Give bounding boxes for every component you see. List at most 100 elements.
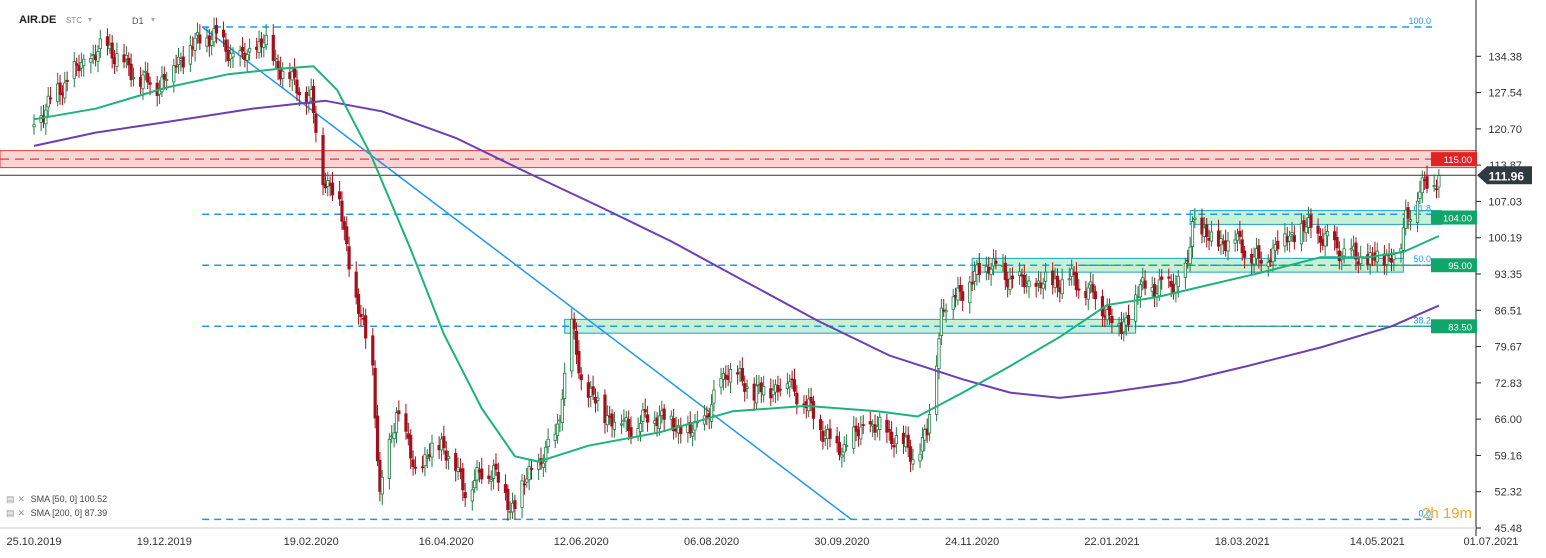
candle-body	[461, 468, 465, 491]
candle-body	[842, 444, 846, 453]
candle-body	[340, 200, 344, 222]
candle-body	[359, 313, 363, 318]
chevron-down-icon[interactable]: ▾	[151, 15, 156, 24]
candle-body	[885, 419, 889, 433]
fibonacci-level-label: 100.0	[1408, 16, 1431, 26]
candle-body	[1302, 220, 1306, 232]
zone-price-tag-bg	[1431, 210, 1477, 225]
layers-icon[interactable]: ▤	[6, 494, 15, 504]
candle-body	[423, 454, 427, 467]
candle-body	[854, 425, 858, 432]
candle-body	[529, 468, 534, 470]
candle-body	[977, 262, 981, 276]
candle-body	[371, 335, 375, 366]
candle-body	[1240, 239, 1244, 254]
candle-body	[221, 29, 226, 38]
candle-body	[1107, 305, 1112, 316]
candle-body	[63, 82, 67, 99]
candle-body	[1299, 223, 1304, 245]
candle-body	[32, 124, 36, 128]
candle-body	[397, 410, 401, 415]
candle-body	[541, 462, 545, 468]
indicator-legend-sma200[interactable]: ▤ ✕ SMA [200, 0] 87.39	[6, 508, 107, 519]
candle-body	[409, 434, 413, 459]
candle-body	[330, 182, 335, 196]
trendline	[201, 26, 852, 521]
candle-body	[1404, 209, 1408, 229]
candle-body	[572, 318, 576, 330]
candle-body	[430, 442, 434, 458]
candle-body	[657, 415, 662, 429]
candle-body	[1304, 226, 1308, 234]
candle-body	[487, 475, 491, 479]
candle-body	[387, 438, 391, 479]
timeframe-label[interactable]: D1	[132, 16, 144, 26]
layers-icon[interactable]: ▤	[6, 508, 15, 518]
candle-body	[378, 459, 382, 492]
indicator-legend-sma50[interactable]: ▤ ✕ SMA [50, 0] 100.52	[6, 494, 107, 505]
candle-body	[1205, 224, 1209, 238]
candle-body	[1252, 256, 1256, 265]
candle-body	[1055, 275, 1060, 288]
x-tick-label: 19.12.2019	[137, 536, 192, 548]
candle-body	[579, 374, 583, 381]
fibonacci-level-label: 38.2	[1413, 315, 1431, 325]
candle-body	[1051, 270, 1055, 286]
candle-body	[906, 434, 910, 448]
candle-body	[818, 419, 823, 430]
candle-body	[72, 61, 76, 79]
chevron-down-icon[interactable]: ▾	[88, 15, 93, 24]
candle-body	[643, 409, 647, 413]
close-icon[interactable]: ✕	[17, 508, 26, 518]
candle-body	[641, 409, 645, 422]
candle-body	[956, 287, 960, 301]
candle-body	[48, 97, 53, 100]
y-tick-label: 45.48	[1494, 523, 1522, 535]
candle-body	[1036, 280, 1041, 284]
candle-body	[262, 42, 266, 48]
x-tick-label: 12.06.2020	[554, 536, 609, 548]
candle-body	[174, 65, 178, 68]
fibonacci-level-label: 50.0	[1413, 254, 1431, 264]
candle-body	[463, 492, 467, 499]
close-icon[interactable]: ✕	[17, 494, 26, 504]
candle-body	[968, 281, 972, 304]
zone-price-tag: 83.50	[1448, 322, 1472, 333]
candle-body	[413, 466, 418, 469]
candle-body	[563, 372, 567, 400]
x-tick-label: 30.09.2020	[814, 536, 869, 548]
candle-body	[709, 404, 714, 422]
candle-body	[345, 226, 349, 245]
candle-body	[1342, 248, 1346, 257]
candle-body	[475, 467, 479, 481]
candle-body	[231, 52, 235, 58]
candle-body	[1027, 280, 1031, 288]
symbol-label[interactable]: AIR.DE	[19, 14, 57, 26]
candle-body	[442, 436, 446, 449]
candle-body	[354, 271, 358, 298]
candle-body	[245, 54, 249, 61]
candle-body	[127, 57, 131, 66]
candle-body	[1126, 315, 1131, 325]
sma200-line	[33, 99, 1440, 399]
candle-body	[115, 53, 119, 67]
candle-body	[788, 381, 792, 388]
indicator-name: SMA	[30, 494, 50, 504]
candle-body	[809, 396, 813, 403]
candle-body	[1257, 245, 1261, 259]
candle-body	[719, 377, 723, 388]
candle-body	[1067, 278, 1071, 281]
candle-body	[1292, 235, 1296, 243]
candle-body	[736, 372, 740, 375]
candle-body	[105, 36, 110, 46]
candle-body	[1434, 188, 1439, 191]
candle-body	[181, 56, 185, 68]
candle-body	[454, 453, 458, 471]
candle-timer: 2h 19m	[1422, 505, 1473, 522]
candle-body	[596, 397, 600, 401]
candle-body	[522, 483, 527, 486]
candle-body	[627, 418, 631, 432]
candle-body	[224, 39, 228, 52]
candle-body	[887, 428, 891, 432]
